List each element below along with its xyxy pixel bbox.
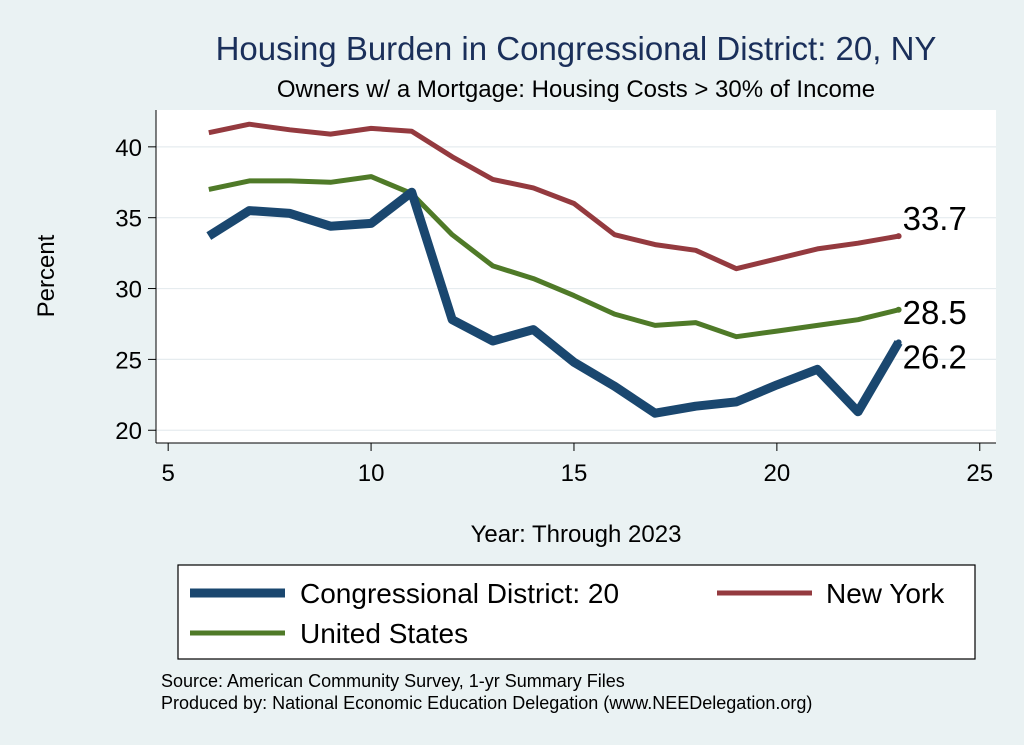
y-tick-label: 20 [115, 418, 142, 445]
chart-subtitle: Owners w/ a Mortgage: Housing Costs > 30… [277, 76, 875, 103]
data-point-congressional-district-20 [895, 339, 902, 346]
legend: Congressional District: 20 New York Unit… [177, 564, 976, 660]
x-tick-label: 15 [561, 460, 588, 487]
series-line-new-york [208, 121, 900, 272]
legend-label-district: Congressional District: 20 [300, 578, 619, 609]
chart-title: Housing Burden in Congressional District… [216, 30, 937, 67]
end-labels: 33.7 28.5 26.2 [903, 200, 967, 375]
x-tick-label: 5 [161, 460, 174, 487]
y-tick-label: 40 [115, 135, 142, 162]
y-tick-label: 30 [115, 277, 142, 304]
data-point-new-york [895, 233, 902, 240]
x-axis-title: Year: Through 2023 [471, 521, 682, 548]
x-tick-label: 25 [966, 460, 993, 487]
end-label-new-york: 33.7 [903, 200, 967, 237]
axis-ticks: 20 25 30 35 40 5 10 15 20 25 [115, 135, 993, 487]
series-layer [206, 121, 903, 418]
legend-label-new-york: New York [826, 578, 945, 609]
x-tick-label: 10 [358, 460, 385, 487]
x-tick-label: 20 [764, 460, 791, 487]
plot-area [156, 110, 996, 443]
end-label-united-states: 28.5 [903, 294, 967, 331]
end-label-congressional-district-20: 26.2 [903, 338, 967, 375]
source-note: Source: American Community Survey, 1-yr … [161, 671, 625, 691]
legend-label-united-states: United States [300, 618, 468, 649]
data-point-united-states [895, 306, 902, 313]
producer-note: Produced by: National Economic Education… [161, 693, 812, 713]
y-tick-label: 25 [115, 347, 142, 374]
series-line-united-states [208, 174, 900, 340]
y-axis-title: Percent [33, 234, 60, 317]
legend-box [177, 564, 976, 660]
series-line-congressional-district-20 [206, 187, 903, 418]
y-tick-label: 35 [115, 206, 142, 233]
